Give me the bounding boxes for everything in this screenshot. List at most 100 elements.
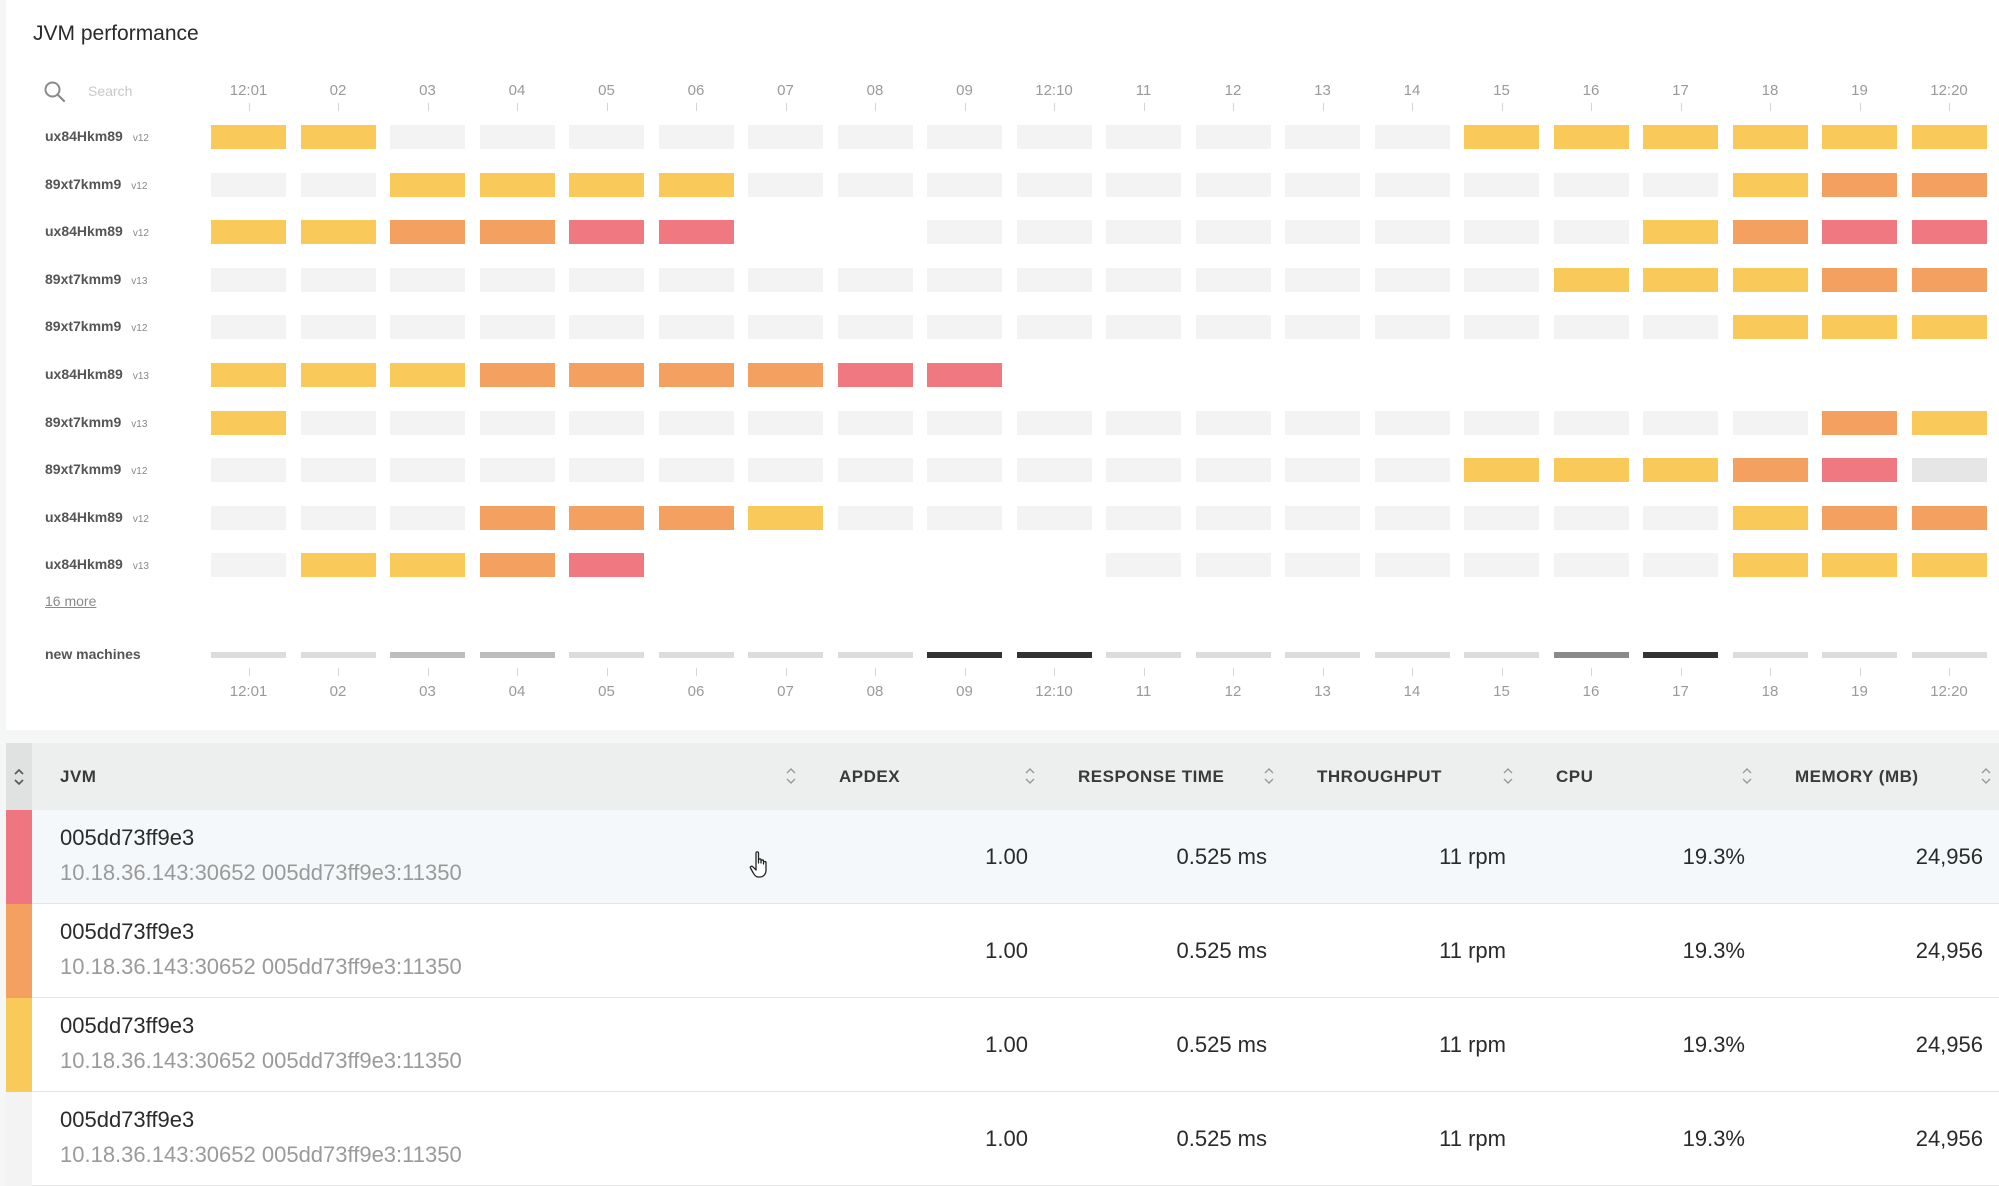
heatmap-cell[interactable] — [1285, 315, 1360, 340]
heatmap-cell[interactable] — [300, 410, 376, 435]
heatmap-cell[interactable] — [479, 267, 555, 292]
heatmap-cell[interactable] — [1732, 125, 1808, 149]
heatmap-cell[interactable] — [1374, 125, 1450, 149]
heatmap-cell[interactable] — [1822, 125, 1897, 149]
heatmap-cell[interactable] — [569, 172, 644, 197]
heatmap-cell[interactable] — [1732, 315, 1808, 340]
column-header-response-time[interactable]: RESPONSE TIME — [1078, 767, 1225, 786]
new-machines-bar[interactable] — [1195, 652, 1271, 658]
new-machines-bar[interactable] — [1911, 652, 1987, 658]
new-machines-bar[interactable] — [1464, 652, 1539, 658]
heatmap-cell[interactable] — [1732, 553, 1808, 578]
heatmap-cell[interactable] — [1822, 505, 1897, 530]
new-machines-bar[interactable] — [479, 652, 555, 658]
new-machines-bar[interactable] — [927, 652, 1002, 658]
heatmap-cell[interactable] — [927, 505, 1002, 530]
heatmap-cell[interactable] — [748, 125, 823, 149]
heatmap-cell[interactable] — [569, 553, 644, 578]
heatmap-cell[interactable] — [1643, 220, 1718, 245]
heatmap-cell[interactable] — [390, 315, 465, 340]
heatmap-cell[interactable] — [569, 315, 644, 340]
heatmap-cell[interactable] — [748, 172, 823, 197]
new-machines-bar[interactable] — [1016, 652, 1092, 658]
heatmap-cell[interactable] — [1911, 505, 1987, 530]
heatmap-cell[interactable] — [569, 458, 644, 483]
heatmap-cell[interactable] — [1374, 172, 1450, 197]
heatmap-cell[interactable] — [1106, 172, 1181, 197]
heatmap-cell[interactable] — [1106, 267, 1181, 292]
heatmap-cell[interactable] — [837, 363, 913, 387]
machine-row-label[interactable]: ux84Hkm89 v12 — [45, 223, 149, 239]
heatmap-cell[interactable] — [1911, 125, 1987, 149]
heatmap-cell[interactable] — [1464, 267, 1539, 292]
heatmap-cell[interactable] — [1732, 458, 1808, 483]
heatmap-cell[interactable] — [390, 220, 465, 245]
sort-icon[interactable] — [1501, 763, 1515, 789]
heatmap-cell[interactable] — [1643, 125, 1718, 149]
heatmap-cell[interactable] — [1285, 172, 1360, 197]
heatmap-cell[interactable] — [1374, 220, 1450, 245]
heatmap-cell[interactable] — [211, 267, 286, 292]
table-row[interactable]: 005dd73ff9e3 10.18.36.143:30652 005dd73ff… — [6, 904, 1999, 998]
heatmap-cell[interactable] — [1553, 172, 1629, 197]
heatmap-cell[interactable] — [300, 125, 376, 149]
heatmap-cell[interactable] — [1285, 220, 1360, 245]
heatmap-cell[interactable] — [300, 458, 376, 483]
heatmap-cell[interactable] — [658, 458, 734, 483]
heatmap-cell[interactable] — [1643, 410, 1718, 435]
machine-row-label[interactable]: 89xt7kmm9 v13 — [45, 271, 147, 287]
heatmap-cell[interactable] — [211, 458, 286, 483]
heatmap-cell[interactable] — [1285, 125, 1360, 149]
heatmap-cell[interactable] — [1643, 505, 1718, 530]
heatmap-cell[interactable] — [1553, 505, 1629, 530]
heatmap-cell[interactable] — [658, 172, 734, 197]
heatmap-cell[interactable] — [569, 363, 644, 387]
heatmap-cell[interactable] — [1195, 315, 1271, 340]
heatmap-cell[interactable] — [1195, 125, 1271, 149]
new-machines-bar[interactable] — [1285, 652, 1360, 658]
search-box[interactable]: Search — [43, 80, 193, 104]
heatmap-cell[interactable] — [1553, 267, 1629, 292]
heatmap-cell[interactable] — [390, 505, 465, 530]
heatmap-cell[interactable] — [300, 267, 376, 292]
heatmap-cell[interactable] — [1374, 505, 1450, 530]
heatmap-cell[interactable] — [837, 172, 913, 197]
heatmap-cell[interactable] — [1195, 458, 1271, 483]
jvm-name[interactable]: 005dd73ff9e3 — [60, 1013, 195, 1038]
heatmap-cell[interactable] — [748, 363, 823, 387]
heatmap-cell[interactable] — [927, 172, 1002, 197]
heatmap-cell[interactable] — [1285, 553, 1360, 578]
heatmap-cell[interactable] — [748, 458, 823, 483]
heatmap-cell[interactable] — [927, 315, 1002, 340]
heatmap-cell[interactable] — [1195, 410, 1271, 435]
heatmap-cell[interactable] — [1553, 458, 1629, 483]
new-machines-bar[interactable] — [211, 652, 286, 658]
heatmap-cell[interactable] — [1016, 172, 1092, 197]
heatmap-cell[interactable] — [1374, 315, 1450, 340]
heatmap-cell[interactable] — [569, 125, 644, 149]
new-machines-bar[interactable] — [300, 652, 376, 658]
machine-row-label[interactable]: ux84Hkm89 v13 — [45, 556, 149, 572]
heatmap-cell[interactable] — [211, 553, 286, 578]
jvm-name[interactable]: 005dd73ff9e3 — [60, 919, 195, 944]
heatmap-cell[interactable] — [1374, 410, 1450, 435]
heatmap-cell[interactable] — [1822, 315, 1897, 340]
machine-row-label[interactable]: 89xt7kmm9 v13 — [45, 414, 147, 430]
machine-row-label[interactable]: 89xt7kmm9 v12 — [45, 318, 147, 334]
heatmap-cell[interactable] — [927, 267, 1002, 292]
heatmap-cell[interactable] — [658, 267, 734, 292]
heatmap-cell[interactable] — [1106, 410, 1181, 435]
heatmap-cell[interactable] — [1822, 220, 1897, 245]
heatmap-cell[interactable] — [748, 505, 823, 530]
heatmap-cell[interactable] — [390, 125, 465, 149]
heatmap-cell[interactable] — [1016, 220, 1092, 245]
heatmap-cell[interactable] — [837, 125, 913, 149]
new-machines-bar[interactable] — [658, 652, 734, 658]
heatmap-cell[interactable] — [1643, 172, 1718, 197]
heatmap-cell[interactable] — [1464, 553, 1539, 578]
sort-icon[interactable] — [1262, 763, 1276, 789]
machine-row-label[interactable]: ux84Hkm89 v13 — [45, 366, 149, 382]
heatmap-cell[interactable] — [1374, 267, 1450, 292]
collapse-toggle[interactable] — [6, 743, 32, 810]
heatmap-cell[interactable] — [1374, 458, 1450, 483]
